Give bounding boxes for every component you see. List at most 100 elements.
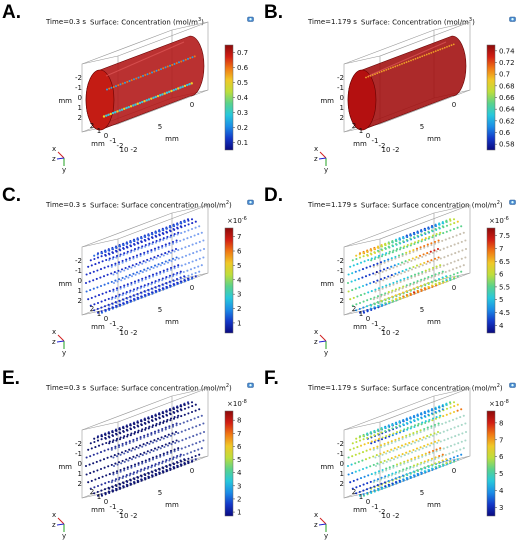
surface-label: Surface: Surface concentration (mol/m <box>360 201 497 210</box>
y-tick: -2 <box>379 325 386 333</box>
y-tick: 0 <box>104 498 108 506</box>
z-tick: 2 <box>78 480 82 488</box>
colorbar-tick-label: 4 <box>237 469 242 477</box>
z-tick: 1 <box>340 104 344 112</box>
colorbar-tick-label: 0.2 <box>237 124 248 132</box>
panel-letter: F. <box>264 368 279 389</box>
colorbar <box>224 227 234 334</box>
y-tick: 1 <box>97 127 101 135</box>
colorbar-tick-label: 6 <box>237 248 242 256</box>
x-axis-unit: mm <box>165 318 179 326</box>
x-tick: 0 <box>190 101 194 109</box>
surface-label-close: ) <box>229 201 232 210</box>
triad-z-label: z <box>314 155 318 163</box>
camera-icon[interactable] <box>509 16 516 22</box>
colorbar-tick-label: 1 <box>237 319 241 327</box>
y-tick: -1 <box>110 503 117 511</box>
colorbar-tick-label: 0.64 <box>499 106 515 114</box>
z-tick: 1 <box>78 287 82 295</box>
colorbar-tick-label: 6.5 <box>499 258 510 266</box>
colorbar-tick-label: 7 <box>237 430 241 438</box>
triad-y-label: y <box>62 349 66 357</box>
axis-triad: xzy <box>314 328 328 357</box>
y-tick-end: -2 <box>393 329 400 337</box>
x-tick: 10 <box>120 329 129 337</box>
camera-icon[interactable] <box>509 382 516 388</box>
bounding-box <box>81 387 209 499</box>
colorbar-tick-label: 4 <box>237 276 242 284</box>
y-axis-unit: mm <box>353 140 367 148</box>
y-tick: -2 <box>117 508 124 516</box>
y-tick-end: -2 <box>131 146 138 154</box>
y-tick-end: -2 <box>393 146 400 154</box>
cylinder-dots <box>84 401 206 497</box>
triad-x-label: x <box>314 145 318 153</box>
colorbar-tick-label: 5 <box>499 296 503 304</box>
camera-icon[interactable] <box>247 16 254 22</box>
surface-label: Surface: Concentration (mol/m <box>90 18 198 27</box>
cylinder-dots <box>84 218 206 314</box>
colorbar-tick-label: 5 <box>499 470 503 478</box>
unit-power: 2 <box>225 383 230 389</box>
panel-a: A. Time=0.3 s Surface: Concentration (mol/… <box>0 0 258 178</box>
colorbar-exponent: ×10-6 <box>489 216 509 225</box>
y-axis-unit: mm <box>353 323 367 331</box>
z-axis-unit: mm <box>58 280 72 288</box>
y-axis-unit: mm <box>91 140 105 148</box>
time-label: Time=1.179 s <box>308 384 357 393</box>
y-tick-end: -2 <box>131 329 138 337</box>
colorbar-tick-label: 6 <box>499 271 504 279</box>
axis-triad: xzy <box>52 328 66 357</box>
z-tick: -2 <box>75 74 82 82</box>
y-tick: 0 <box>104 132 108 140</box>
camera-icon[interactable] <box>247 199 254 205</box>
y-tick: 0 <box>366 132 370 140</box>
cylinder-surface <box>347 35 467 131</box>
surface-label: Surface: Surface concentration (mol/m <box>90 201 226 210</box>
x-tick: 5 <box>158 123 162 131</box>
colorbar-tick-label: 5.5 <box>499 283 510 291</box>
cylinder-dots <box>346 218 468 314</box>
triad-x-label: x <box>314 511 318 519</box>
camera-icon[interactable] <box>509 199 516 205</box>
triad-x-label: x <box>52 511 56 519</box>
z-tick: 0 <box>78 460 82 468</box>
y-axis-unit: mm <box>91 323 105 331</box>
z-tick: 0 <box>340 94 344 102</box>
plot-header: Time=1.179 s Surface: Concentration (mol/… <box>308 17 475 26</box>
y-axis-unit: mm <box>91 506 105 514</box>
colorbar-tick-label: 0.1 <box>237 139 248 147</box>
z-axis-unit: mm <box>320 463 334 471</box>
triad-z-label: z <box>52 521 56 529</box>
z-tick: 0 <box>78 277 82 285</box>
camera-icon[interactable] <box>247 382 254 388</box>
z-axis-unit: mm <box>320 280 334 288</box>
colorbar-tick-label: 0.3 <box>237 109 248 117</box>
colorbar <box>486 410 496 517</box>
triad-x-label: x <box>314 328 318 336</box>
colorbar <box>486 227 496 334</box>
y-tick: -2 <box>379 508 386 516</box>
z-tick: 2 <box>78 114 82 122</box>
z-tick: 2 <box>78 297 82 305</box>
colorbar-tick-label: 4 <box>499 322 504 330</box>
colorbar-tick-label: 7.5 <box>499 232 510 240</box>
y-tick: -2 <box>379 142 386 150</box>
x-tick: 10 <box>120 512 129 520</box>
triad-z-label: z <box>314 521 318 529</box>
triad-y-label: y <box>324 532 328 540</box>
x-tick: 0 <box>452 284 456 292</box>
colorbar-tick-label: 0.6 <box>499 129 511 137</box>
x-tick: 0 <box>190 284 194 292</box>
colorbar-exponent: ×10-6 <box>227 216 247 225</box>
y-tick: -1 <box>110 320 117 328</box>
colorbar-tick-label: 0.5 <box>237 79 248 87</box>
triad-z-label: z <box>52 155 56 163</box>
surface-label-close: ) <box>472 18 475 27</box>
y-tick: -2 <box>117 325 124 333</box>
y-tick-end: -2 <box>131 512 138 520</box>
z-tick: 1 <box>78 104 82 112</box>
triad-x-label: x <box>52 328 56 336</box>
